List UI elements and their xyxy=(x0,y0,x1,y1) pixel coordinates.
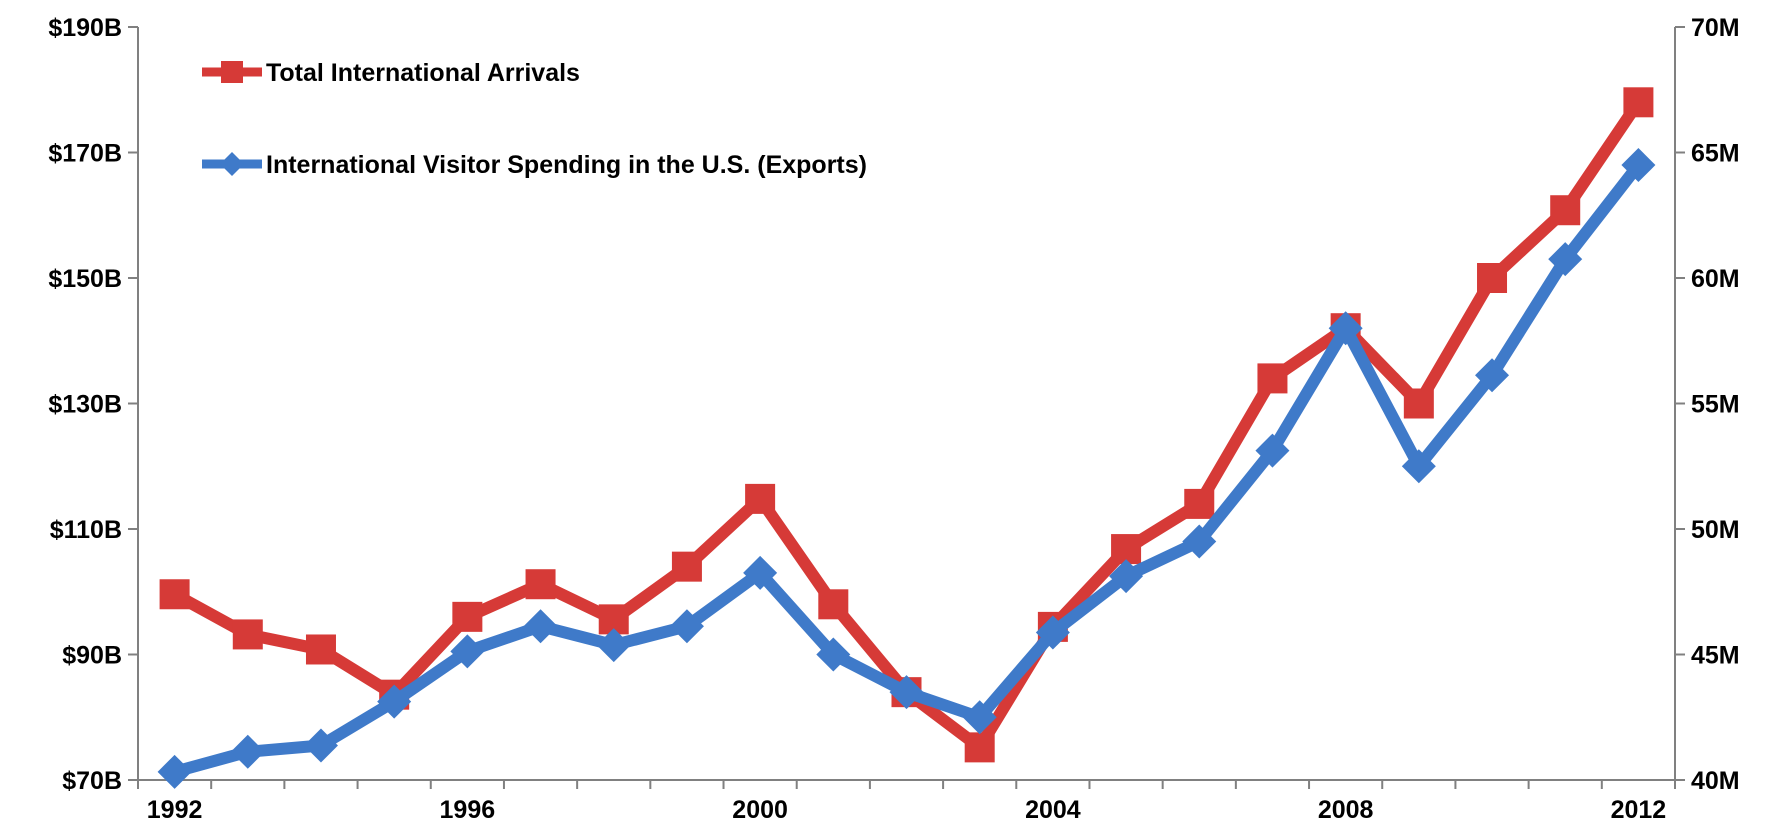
data-point xyxy=(1184,488,1215,519)
right-y-tick-label: 70M xyxy=(1691,14,1740,42)
data-point xyxy=(525,569,556,600)
data-point xyxy=(159,579,190,610)
right-y-tick-label: 65M xyxy=(1691,140,1740,168)
data-point xyxy=(889,675,924,710)
left-y-tick-label: $90B xyxy=(62,642,122,670)
data-point xyxy=(1475,358,1510,393)
legend-marker-arrivals xyxy=(221,61,243,83)
data-point xyxy=(450,634,485,669)
series-layer xyxy=(157,87,1656,789)
data-point xyxy=(818,589,849,620)
data-point xyxy=(523,609,558,644)
data-point xyxy=(452,601,483,632)
series-spending xyxy=(157,148,1656,789)
right-y-tick-label: 60M xyxy=(1691,265,1740,293)
data-point xyxy=(1548,242,1583,277)
data-point xyxy=(1621,148,1656,183)
x-tick-label: 2012 xyxy=(1611,796,1667,824)
data-point xyxy=(1109,559,1144,594)
data-point xyxy=(669,609,704,644)
data-point xyxy=(962,700,997,735)
left-y-tick-label: $190B xyxy=(48,14,122,42)
data-point xyxy=(1182,524,1217,559)
right-y-tick-label: 40M xyxy=(1691,767,1740,795)
legend-marker-spending xyxy=(220,152,244,176)
x-tick-label: 1992 xyxy=(147,796,203,824)
data-point xyxy=(1550,195,1581,226)
data-point xyxy=(305,634,336,665)
x-tick-label: 2000 xyxy=(732,796,788,824)
series-line xyxy=(168,96,1645,754)
right-y-tick-label: 55M xyxy=(1691,391,1740,419)
left-y-tick-label: $110B xyxy=(50,516,122,544)
left-y-tick-label: $130B xyxy=(48,391,122,419)
data-point xyxy=(743,555,778,590)
data-point xyxy=(303,728,338,763)
data-point xyxy=(1623,87,1654,118)
data-point xyxy=(157,754,192,789)
x-tick-label: 2008 xyxy=(1318,796,1374,824)
data-point xyxy=(230,734,265,769)
right-y-tick-label: 50M xyxy=(1691,516,1740,544)
axes-layer: $70B $90B $110B $130B $150B $170B $190B 40M 45M 5… xyxy=(48,14,1739,824)
legend-label-arrivals: Total International Arrivals xyxy=(266,59,580,87)
left-y-tick-label: $150B xyxy=(48,265,122,293)
x-tick-label: 1996 xyxy=(440,796,496,824)
data-point xyxy=(816,637,851,672)
legend-label-spending: International Visitor Spending in the U.… xyxy=(266,151,867,179)
x-tick-label: 2004 xyxy=(1025,796,1081,824)
data-point xyxy=(1255,433,1290,468)
data-point xyxy=(596,628,631,663)
series-arrivals xyxy=(159,87,1654,763)
data-point xyxy=(964,732,995,763)
data-point xyxy=(1257,363,1288,394)
right-y-tick-label: 45M xyxy=(1691,642,1740,670)
data-point xyxy=(1403,388,1434,419)
left-y-tick-label: $70B xyxy=(62,767,122,795)
left-y-tick-label: $170B xyxy=(48,140,122,168)
data-point xyxy=(232,619,263,650)
data-point xyxy=(745,483,776,514)
legend-item-arrivals: Total International Arrivals xyxy=(202,59,580,87)
data-point xyxy=(377,684,412,719)
data-point xyxy=(1477,263,1508,293)
data-point xyxy=(1401,449,1436,484)
data-point xyxy=(1328,311,1363,346)
legend: Total International Arrivals Internation… xyxy=(202,59,867,179)
data-point xyxy=(1035,615,1070,650)
data-point xyxy=(671,551,702,582)
legend-item-spending: International Visitor Spending in the U.… xyxy=(202,151,867,179)
